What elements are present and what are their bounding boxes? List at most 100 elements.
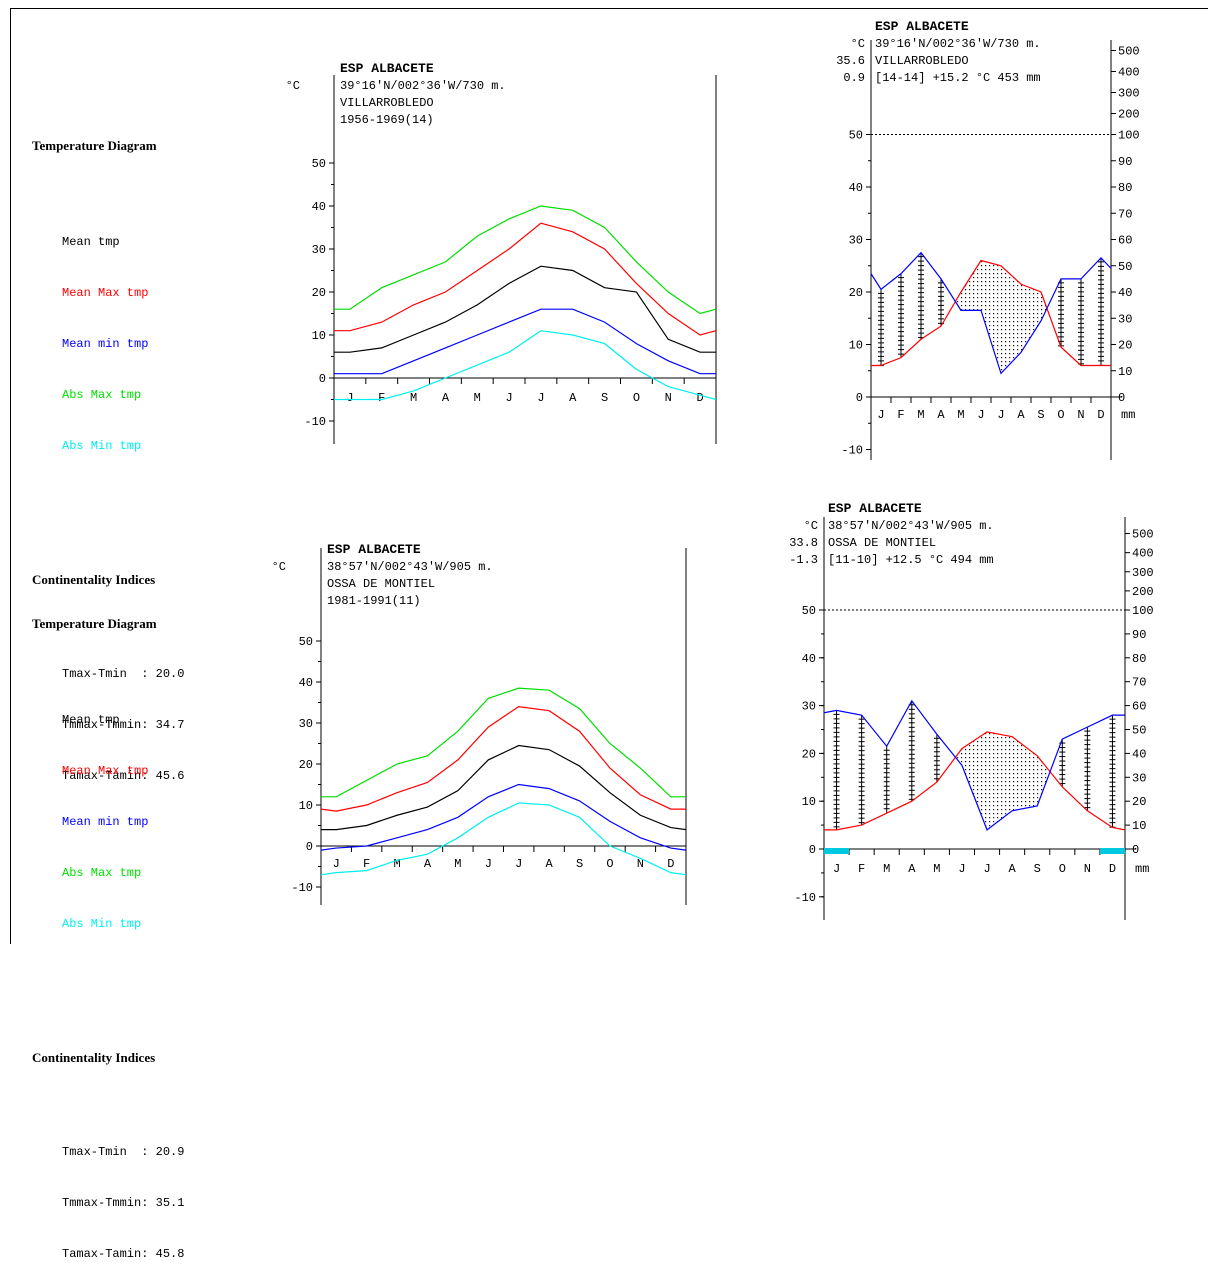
dry-period-fill: [1002, 267, 1005, 372]
dry-period-fill: [1007, 271, 1010, 367]
right-tick-label: 200: [1132, 585, 1154, 599]
month-label: M: [474, 391, 481, 405]
dry-period-fill: [1039, 291, 1041, 324]
legend-title: Temperature Diagram: [32, 138, 157, 153]
month-label: D: [1109, 862, 1116, 876]
month-label: O: [1059, 862, 1066, 876]
right-tick-label: 60: [1118, 234, 1132, 248]
unit-label: °C: [851, 37, 865, 51]
dry-period-fill: [959, 292, 961, 311]
dry-period-fill: [1012, 276, 1015, 362]
y-tick-label: 0: [809, 843, 816, 857]
dry-period-fill: [1016, 739, 1019, 810]
dry-period-fill: [979, 260, 981, 311]
dry-period-fill: [966, 744, 969, 782]
chart-header-line: 38°57'N/002°43'W/905 m.: [327, 560, 493, 574]
chart-title: ESP ALBACETE: [875, 19, 969, 34]
right-tick-label: 400: [1132, 547, 1154, 561]
right-tick-label: 70: [1118, 207, 1132, 221]
month-label: A: [1017, 408, 1025, 422]
dry-period-fill: [976, 737, 979, 809]
month-label: M: [883, 862, 890, 876]
legend-title: Temperature Diagram: [32, 616, 157, 631]
month-label: F: [378, 391, 385, 405]
month-label: J: [333, 857, 340, 871]
dry-period-fill: [1024, 285, 1026, 348]
dry-period-fill: [1005, 735, 1008, 816]
chart-header-line: VILLARROBLEDO: [340, 96, 434, 110]
legend-item-mean-max: Mean Max tmp: [62, 286, 149, 300]
dry-period-fill: [992, 263, 995, 353]
month-label: J: [505, 391, 512, 405]
month-label: S: [576, 857, 583, 871]
extreme-value: 33.8: [789, 536, 818, 550]
month-label: N: [637, 857, 644, 871]
dry-period-fill: [961, 747, 965, 771]
right-unit-label: mm: [1135, 862, 1149, 876]
dry-period-fill: [994, 264, 996, 358]
dry-period-fill: [1004, 268, 1006, 370]
dry-period-fill: [1027, 286, 1030, 342]
dry-period-fill: [980, 734, 983, 820]
dry-period-fill: [997, 733, 1000, 822]
dry-period-fill: [1006, 270, 1008, 369]
dry-period-fill: [1014, 278, 1016, 360]
indices-title: Continentality Indices: [32, 572, 156, 587]
right-tick-label: 40: [1132, 747, 1146, 761]
unit-label: °C: [286, 79, 300, 93]
month-label: O: [606, 857, 613, 871]
extreme-value: -1.3: [789, 553, 818, 567]
dry-period-fill: [987, 262, 990, 337]
dry-period-fill: [1028, 749, 1031, 808]
series-line: [321, 744, 687, 831]
right-tick-label: 90: [1118, 155, 1132, 169]
dry-period-fill: [1034, 289, 1036, 332]
month-label: J: [877, 408, 884, 422]
right-tick-label: 70: [1132, 676, 1146, 690]
month-label: D: [696, 391, 703, 405]
dry-period-fill: [961, 289, 963, 311]
right-tick-label: 10: [1132, 819, 1146, 833]
month-label: M: [454, 857, 461, 871]
y-tick-label: 10: [312, 329, 326, 343]
right-tick-label: 30: [1132, 771, 1146, 785]
dry-period-fill: [972, 740, 975, 798]
y-tick-label: 20: [299, 758, 313, 772]
month-label: F: [363, 857, 370, 871]
charts-canvas: ESP ALBACETE 39°16'N/002°36'W/730 m. VILLA…: [272, 19, 1154, 920]
dry-period-fill: [991, 732, 994, 827]
y-tick-label: 20: [849, 286, 863, 300]
dry-period-fill: [967, 278, 970, 311]
month-label: M: [393, 857, 400, 871]
legend-item-mean: Mean tmp: [62, 235, 120, 249]
y-tick-label: 20: [802, 747, 816, 761]
month-label: J: [977, 408, 984, 422]
dry-period-fill: [974, 738, 977, 803]
month-label: O: [633, 391, 640, 405]
legend-item-abs-min: Abs Min tmp: [62, 439, 142, 453]
month-label: J: [537, 391, 544, 405]
dry-period-fill: [1037, 290, 1040, 327]
temperature-line: [871, 259, 1111, 367]
right-tick-label: 500: [1132, 528, 1154, 542]
y-tick-label: 40: [802, 652, 816, 666]
month-label: M: [410, 391, 417, 405]
chart-header-line: 1981-1991(11): [327, 594, 421, 608]
dry-period-fill: [987, 731, 990, 830]
dry-period-fill: [989, 262, 991, 342]
month-label: M: [933, 862, 940, 876]
dry-period-fill: [968, 743, 971, 787]
dry-period-fill: [964, 284, 966, 311]
series-line: [334, 330, 717, 401]
dry-period-fill: [976, 265, 978, 311]
month-label: S: [1037, 408, 1044, 422]
index-mean-range: Tmmax-Tmmin: 34.7: [62, 718, 185, 732]
right-tick-label: 10: [1118, 365, 1132, 379]
dry-period-fill: [1026, 286, 1028, 345]
y-tick-label: 0: [319, 372, 326, 386]
month-label: S: [601, 391, 608, 405]
frost-month-bar: [1099, 848, 1125, 854]
series-line: [321, 687, 686, 798]
right-tick-label: 30: [1118, 312, 1132, 326]
y-tick-label: 50: [299, 635, 313, 649]
